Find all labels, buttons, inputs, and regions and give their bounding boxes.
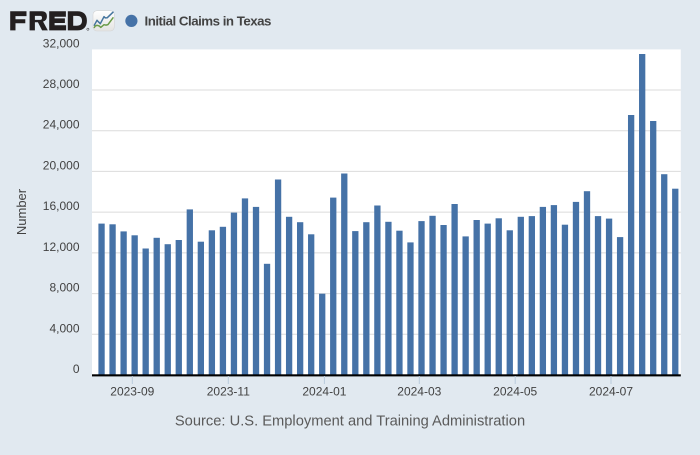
svg-text:Source: U.S. Employment and Tr: Source: U.S. Employment and Training Adm… bbox=[175, 413, 525, 429]
svg-text:2024-07: 2024-07 bbox=[589, 385, 633, 399]
svg-text:32,000: 32,000 bbox=[43, 36, 80, 50]
svg-text:4,000: 4,000 bbox=[49, 321, 79, 335]
svg-text:28,000: 28,000 bbox=[43, 77, 80, 91]
svg-text:Initial Claims in Texas: Initial Claims in Texas bbox=[145, 14, 272, 29]
svg-text:12,000: 12,000 bbox=[43, 240, 80, 254]
svg-text:20,000: 20,000 bbox=[43, 158, 80, 172]
svg-text:24,000: 24,000 bbox=[43, 118, 80, 132]
svg-text:2023-11: 2023-11 bbox=[207, 385, 250, 399]
svg-text:Number: Number bbox=[14, 188, 29, 235]
svg-text:2024-03: 2024-03 bbox=[397, 385, 441, 399]
svg-text:2023-09: 2023-09 bbox=[110, 385, 154, 399]
svg-text:0: 0 bbox=[73, 362, 80, 376]
svg-text:8,000: 8,000 bbox=[49, 281, 79, 295]
svg-text:16,000: 16,000 bbox=[43, 199, 80, 213]
svg-text:2024-01: 2024-01 bbox=[302, 385, 346, 399]
svg-text:2024-05: 2024-05 bbox=[493, 385, 537, 399]
